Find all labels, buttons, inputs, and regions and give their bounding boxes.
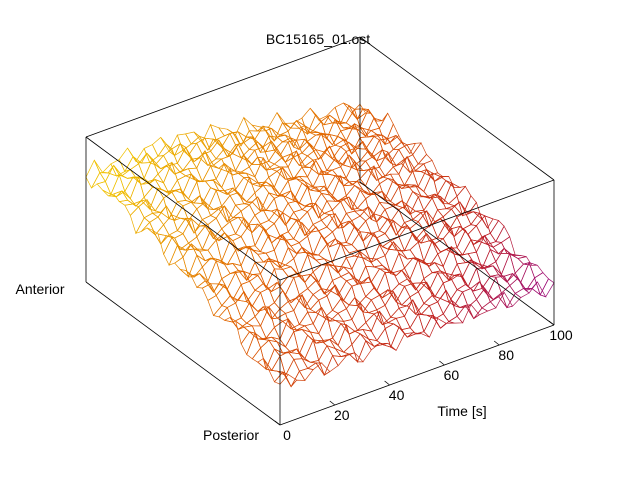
x-tick-mark <box>329 400 336 406</box>
chart-title: BC15165_01.ost <box>266 31 370 47</box>
x-tick-label: 20 <box>334 407 350 423</box>
x-tick-mark <box>493 340 500 346</box>
y-axis-label-far: Anterior <box>15 281 64 297</box>
surface-mesh <box>85 102 555 388</box>
x-axis-ticks: 0 20 40 60 80 100 <box>274 320 573 443</box>
axes-box <box>85 36 555 426</box>
x-tick-mark <box>384 380 390 386</box>
x-tick-mark <box>548 320 555 326</box>
x-tick-mark <box>274 420 281 426</box>
x-axis-label: Time [s] <box>437 403 486 419</box>
x-tick-label: 80 <box>498 347 514 363</box>
x-tick-label: 0 <box>283 427 291 443</box>
axes-box-edge-5 <box>279 324 555 426</box>
x-tick-label: 40 <box>389 387 405 403</box>
axes-box-edge-4 <box>359 36 555 181</box>
axes-box-edge-6 <box>85 281 281 426</box>
axes-box-edge-3 <box>85 136 281 281</box>
axes-box-edge-10 <box>279 179 555 281</box>
x-tick-label: 60 <box>444 367 460 383</box>
axes-box-edge-1 <box>85 36 361 138</box>
axes-box-edge-7 <box>359 181 555 326</box>
x-tick-mark <box>439 360 445 366</box>
y-axis-label-near: Posterior <box>203 427 259 443</box>
x-tick-label: 100 <box>549 327 573 343</box>
